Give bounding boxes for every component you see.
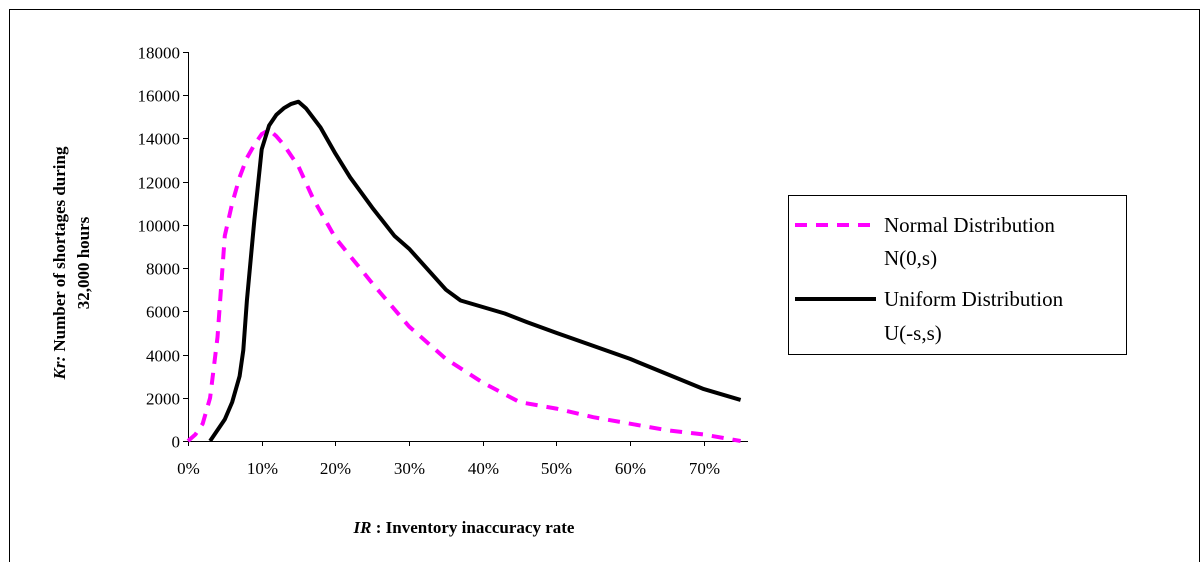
- y-axis-title: Kr: Number of shortages during 32,000 ho…: [50, 146, 93, 380]
- y-tick-label: 0: [172, 433, 181, 452]
- x-axis-title-italic: IR: [353, 518, 372, 537]
- legend-label-uniform-line1: Uniform Distribution: [884, 287, 1064, 311]
- y-tick-label: 12000: [138, 174, 181, 193]
- y-tick-label: 2000: [146, 390, 180, 409]
- y-tick-label: 14000: [138, 130, 181, 149]
- x-tick-label: 20%: [320, 459, 351, 478]
- legend-label-uniform-line2: U(-s,s): [884, 321, 942, 345]
- legend-label-normal-line2: N(0,s): [884, 246, 937, 270]
- y-tick-label: 8000: [146, 260, 180, 279]
- y-tick-label: 6000: [146, 303, 180, 322]
- x-tick-label: 0%: [177, 459, 200, 478]
- y-axis-ticks: 0 2000 4000 6000 8000 10000 12000 14000 16000 180…: [138, 44, 188, 452]
- y-tick-label: 18000: [138, 44, 181, 63]
- axes: [188, 52, 748, 442]
- y-axis-title-italic: Kr:: [50, 356, 69, 381]
- y-tick-label: 10000: [138, 217, 181, 236]
- x-tick-label: 30%: [394, 459, 425, 478]
- x-tick-label: 60%: [615, 459, 646, 478]
- y-axis-title-line2: 32,000 hours: [74, 216, 93, 309]
- y-axis-title-line1-rest: Number of shortages during: [50, 146, 69, 356]
- x-axis-title-rest: : Inventory inaccuracy rate: [371, 518, 574, 537]
- x-tick-label: 70%: [689, 459, 720, 478]
- x-tick-label: 50%: [541, 459, 572, 478]
- legend-label-normal-line1: Normal Distribution: [884, 213, 1055, 237]
- x-tick-label: 40%: [468, 459, 499, 478]
- y-tick-label: 16000: [138, 87, 181, 106]
- series-layer: [186, 99, 742, 443]
- series-line-normal: [186, 127, 741, 443]
- y-tick-label: 4000: [146, 347, 180, 366]
- x-axis-ticks: 0% 10% 20% 30% 40% 50% 60% 70%: [177, 441, 720, 478]
- series-line-uniform: [208, 99, 742, 443]
- legend-box: [788, 195, 1127, 355]
- legend: Normal Distribution N(0,s) Uniform Distr…: [788, 195, 1127, 355]
- y-axis-title-line1: Kr: Number of shortages during: [50, 146, 69, 380]
- x-tick-label: 10%: [247, 459, 278, 478]
- x-axis-title: IR : Inventory inaccuracy rate: [353, 518, 575, 537]
